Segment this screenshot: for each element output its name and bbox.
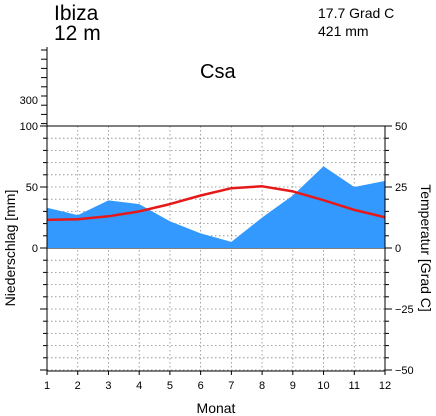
left-tick-label: 0 — [32, 243, 38, 255]
right-axis-title: Temperatur [Grad C] — [418, 184, 434, 312]
annual-precipitation: 421 mm — [318, 23, 369, 39]
grid — [46, 125, 386, 371]
mean-temperature: 17.7 Grad C — [318, 5, 395, 21]
x-tick-label: 5 — [167, 380, 173, 392]
x-tick-label: 10 — [317, 380, 329, 392]
temperature-series — [46, 185, 386, 222]
station-elevation: 12 m — [54, 22, 101, 45]
x-tick-label: 3 — [105, 380, 111, 392]
climate-classification: Csa — [200, 61, 236, 83]
x-tick-label: 7 — [228, 380, 234, 392]
left-tick-label: 50 — [26, 182, 38, 194]
left-tick-label: 100 — [20, 121, 38, 133]
x-tick-label: 11 — [349, 380, 360, 392]
x-tick-label: 4 — [136, 380, 142, 392]
precipitation-area — [47, 166, 385, 248]
axes — [40, 47, 392, 375]
x-tick-label: 2 — [75, 380, 81, 392]
left-tick-label: 300 — [20, 95, 38, 107]
x-tick-label: 8 — [259, 380, 265, 392]
right-tick-label: 25 — [395, 182, 407, 194]
station-name: Ibiza — [54, 2, 99, 25]
x-axis-title: Monat — [197, 400, 236, 416]
right-tick-label: 50 — [395, 121, 407, 133]
temperature-line — [46, 185, 386, 222]
x-tick-label: 6 — [198, 380, 204, 392]
left-axis-title: Niederschlag [mm] — [2, 190, 18, 307]
x-tick-label: 1 — [44, 380, 50, 392]
x-tick-label: 9 — [290, 380, 296, 392]
x-tick-label: 12 — [379, 380, 391, 392]
right-tick-label: 0 — [395, 243, 401, 255]
right-tick-label: −25 — [395, 304, 414, 316]
right-tick-label: −50 — [395, 365, 414, 377]
